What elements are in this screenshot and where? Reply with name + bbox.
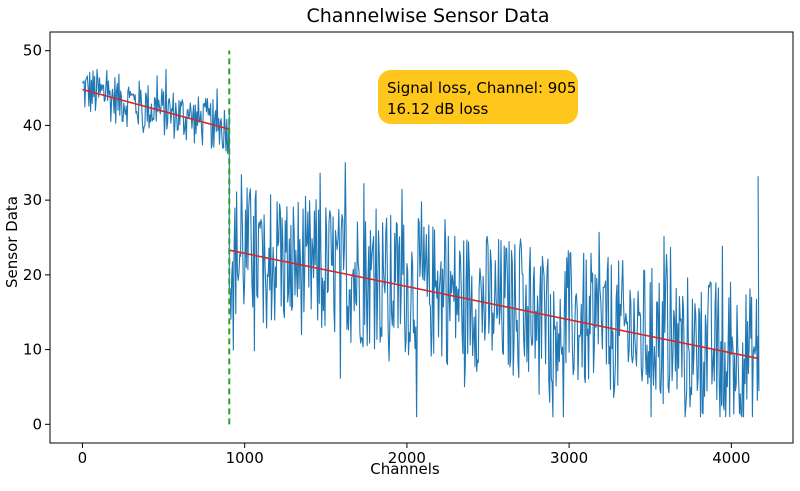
annotation-line-1: Signal loss, Channel: 905 <box>387 79 576 97</box>
y-tick-label: 40 <box>23 116 42 134</box>
axis-ticks: 0 1000 2000 3000 4000 0 10 20 30 40 50 <box>23 42 751 467</box>
plot-frame <box>49 31 794 444</box>
chart-title: Channelwise Sensor Data <box>307 5 550 27</box>
annotation-box: Signal loss, Channel: 905 16.12 dB loss <box>378 70 578 124</box>
y-tick-label: 20 <box>23 266 42 284</box>
x-tick-label: 0 <box>78 449 88 467</box>
x-tick-label: 3000 <box>550 449 588 467</box>
annotation-line-2: 16.12 dB loss <box>387 100 488 118</box>
y-tick-label: 30 <box>23 191 42 209</box>
y-tick-label: 0 <box>32 415 42 433</box>
trend-line <box>82 88 230 130</box>
x-tick-label: 1000 <box>226 449 264 467</box>
sensor-signal-line <box>81 68 760 418</box>
x-axis-label: Channels <box>370 460 440 478</box>
y-tick-label: 50 <box>23 42 42 60</box>
y-tick-label: 10 <box>23 341 42 359</box>
x-tick-label: 4000 <box>712 449 750 467</box>
trend-line <box>229 249 760 360</box>
plot-series <box>81 68 760 418</box>
x-tick-label: 2000 <box>388 449 426 467</box>
y-axis-label: Sensor Data <box>3 196 21 288</box>
annotation-background <box>378 70 578 124</box>
